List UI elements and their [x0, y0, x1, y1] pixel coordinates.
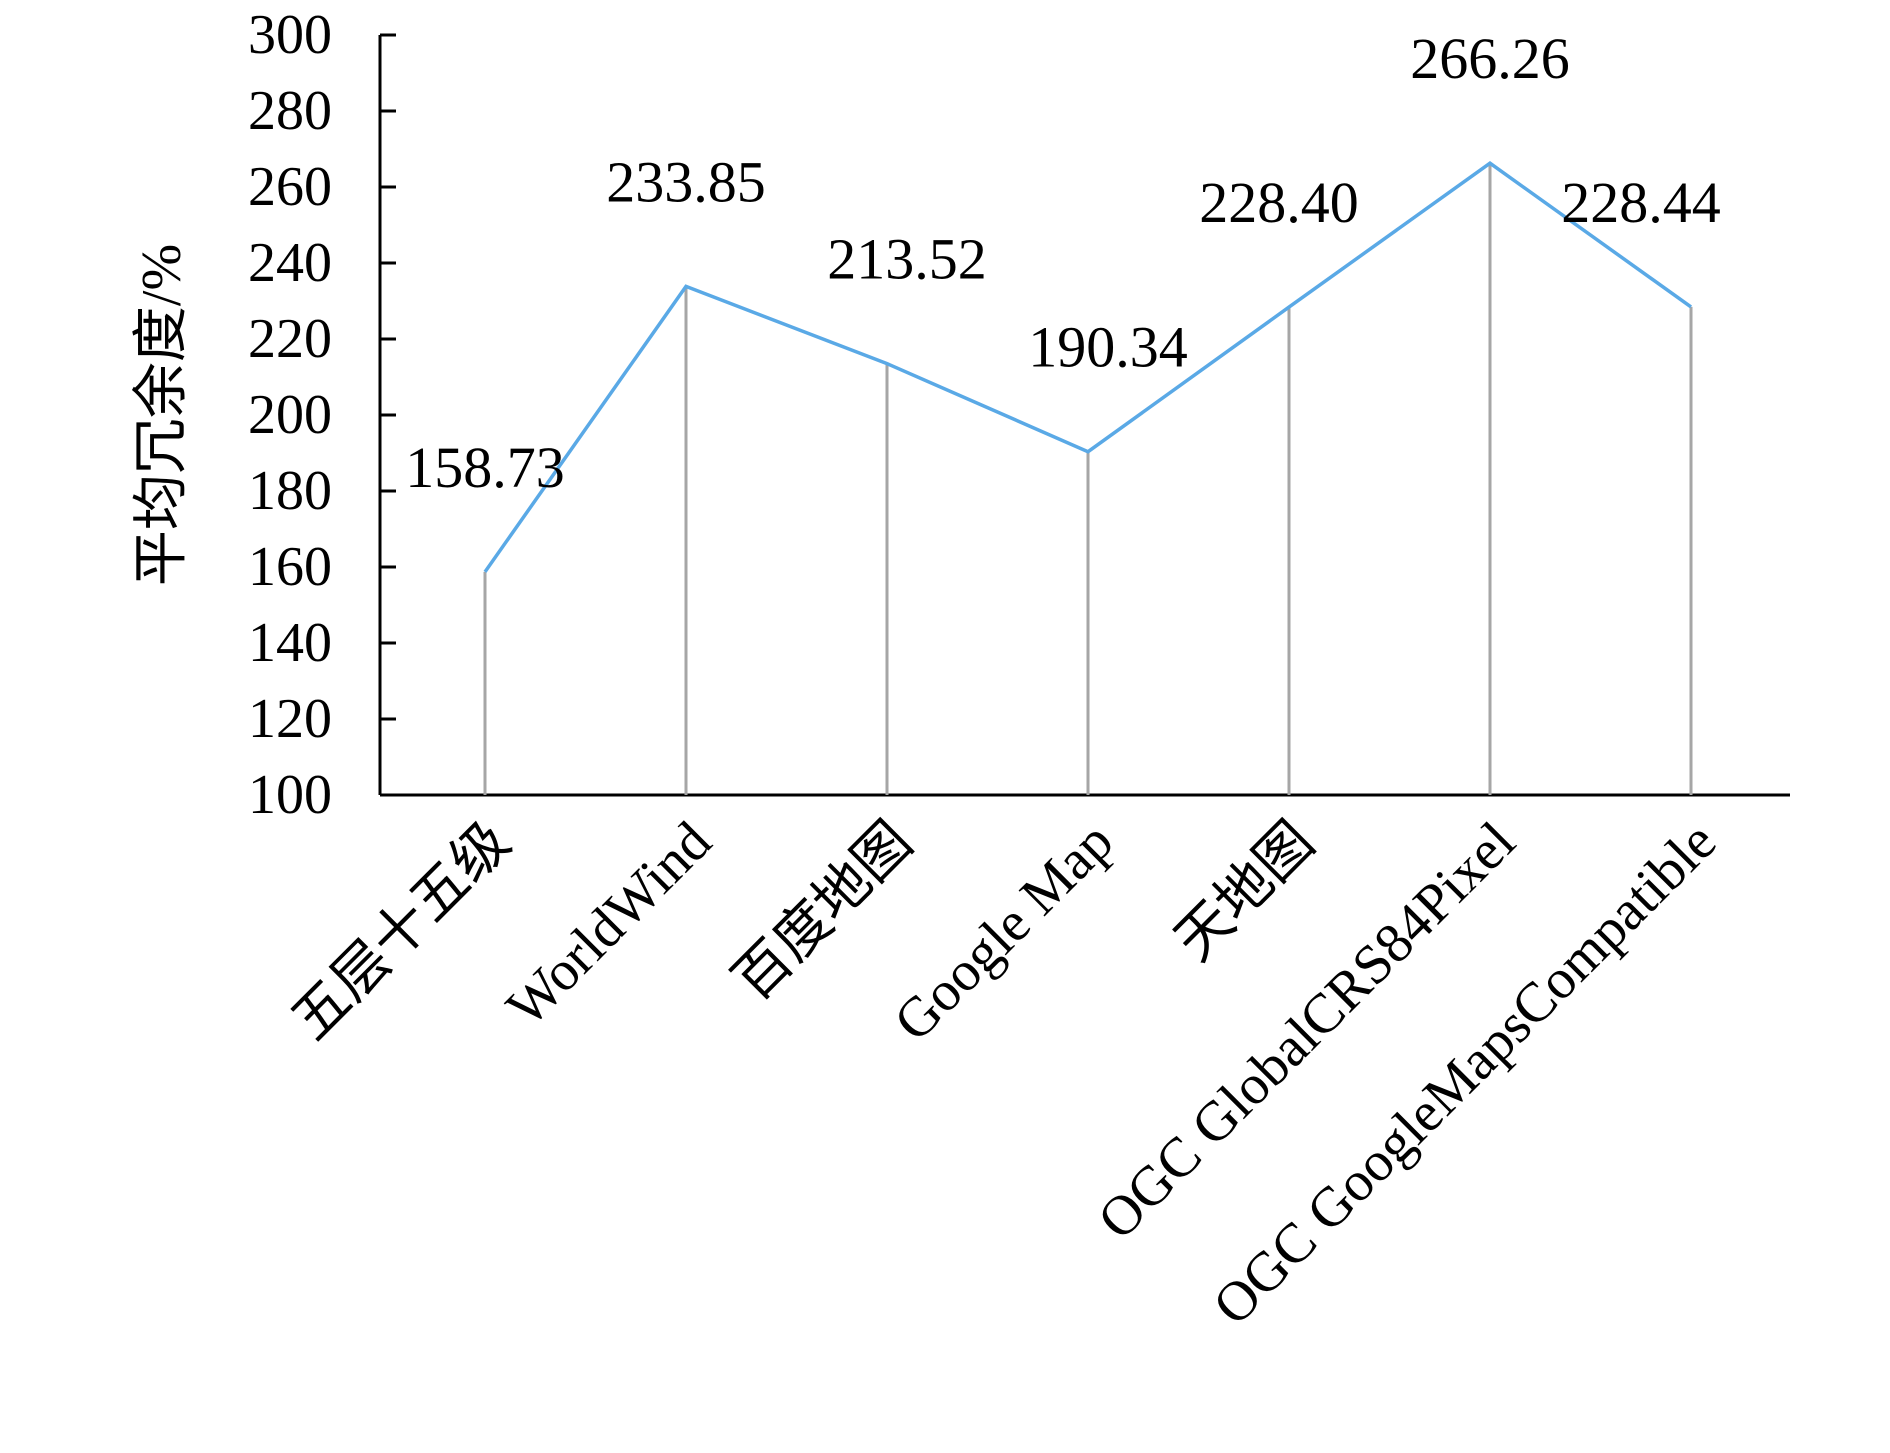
y-tick-label: 280: [248, 80, 332, 142]
x-category-label: Google Map: [882, 810, 1125, 1053]
data-label: 266.26: [1410, 26, 1570, 91]
y-tick-label: 120: [248, 688, 332, 750]
x-category-label: 天地图: [1164, 810, 1327, 973]
y-axis-title: 平均冗余度/%: [131, 244, 193, 586]
y-tick-label: 200: [248, 384, 332, 446]
x-category-label: OGC GlobalCRS84Pixel: [1086, 810, 1527, 1251]
x-category-label: 五层十五级: [280, 810, 522, 1052]
data-label: 158.73: [405, 435, 565, 500]
y-axis-title-group: 平均冗余度/%: [131, 244, 193, 586]
data-label: 233.85: [606, 149, 766, 214]
drop-lines: [483, 163, 1693, 795]
data-labels: 158.73 233.85 213.52 190.34 228.40 266.26 228.…: [405, 26, 1721, 500]
y-tick-label: 220: [248, 308, 332, 370]
data-label: 228.40: [1199, 170, 1359, 235]
y-tick-label: 140: [248, 612, 332, 674]
y-tick-label: 180: [248, 460, 332, 522]
axes: [378, 35, 1790, 797]
y-tick-label: 240: [248, 232, 332, 294]
series: [483, 161, 1693, 573]
y-ticks: 100 120 140 160 180 200 220 240 260 280 300: [248, 4, 396, 826]
y-tick-label: 260: [248, 156, 332, 218]
data-label: 190.34: [1028, 315, 1188, 380]
y-tick-label: 100: [248, 764, 332, 826]
x-category-label: WorldWind: [495, 810, 723, 1038]
data-label: 213.52: [827, 227, 987, 292]
y-tick-label: 300: [248, 4, 332, 66]
y-tick-label: 160: [248, 536, 332, 598]
data-label: 228.44: [1561, 170, 1721, 235]
x-category-label: 百度地图: [722, 810, 924, 1012]
